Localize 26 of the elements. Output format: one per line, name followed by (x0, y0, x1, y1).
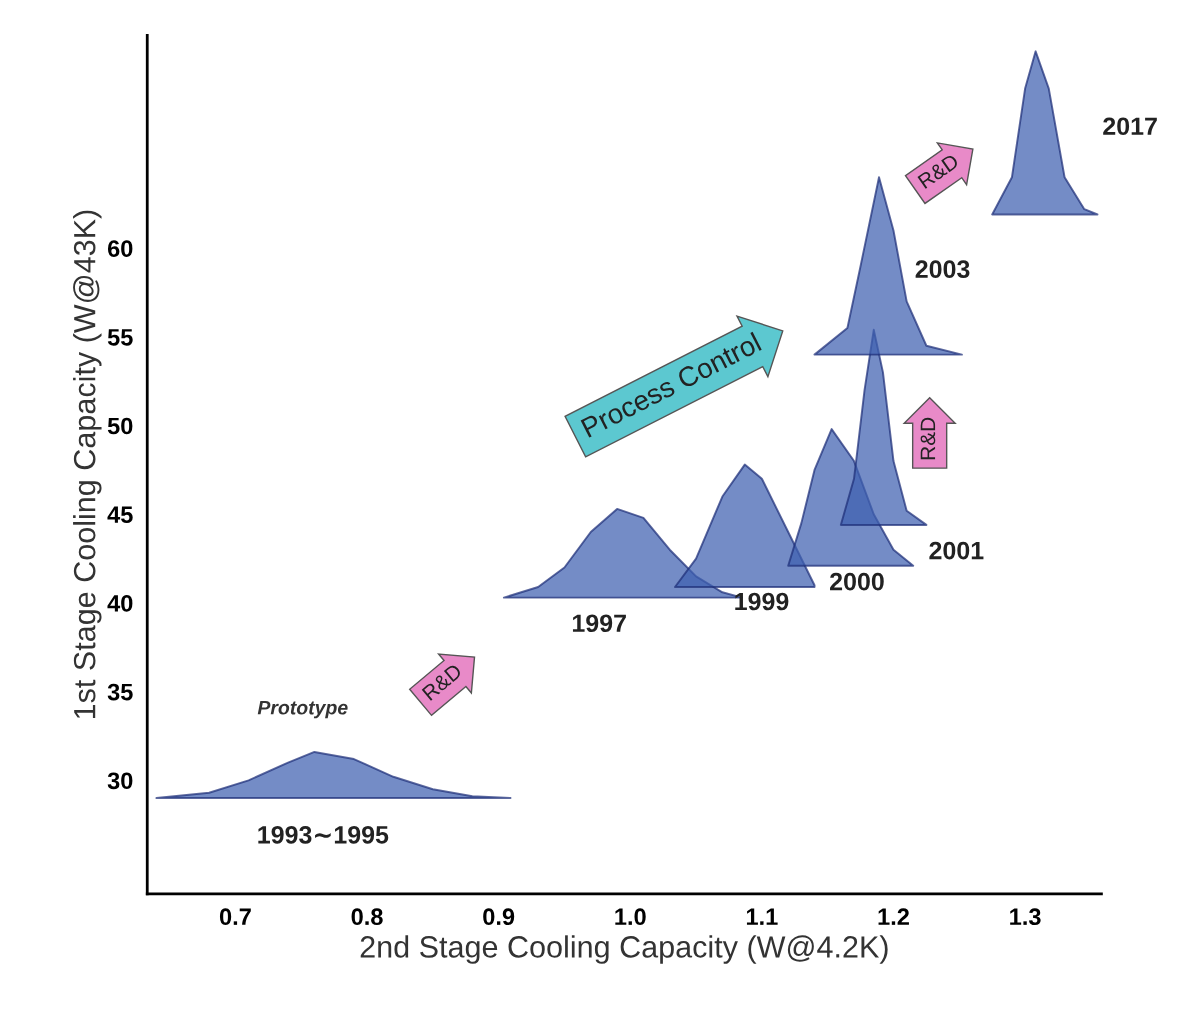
series-label: 1999 (735, 592, 789, 611)
series-label: 1997 (572, 614, 626, 633)
y-axis-title: 1st Stage Cooling Capacity (W@43K) (73, 210, 102, 719)
annotation: R&D (920, 417, 936, 460)
x-tick-label: 0.9 (483, 908, 515, 926)
y-tick-label: 55 (107, 329, 133, 346)
x-tick-label: 1.1 (746, 908, 778, 925)
x-axis-title: 2nd Stage Cooling Capacity (W@4.2K) (360, 935, 888, 964)
y-tick-label: 60 (107, 240, 133, 257)
x-tick-label: 0.8 (351, 908, 383, 926)
y-tick-label: 50 (107, 417, 133, 435)
annotation: Prototype (257, 700, 348, 719)
x-tick-label: 1.2 (878, 908, 909, 925)
y-tick-label: 30 (107, 772, 133, 790)
x-tick-label: 1.0 (615, 908, 646, 926)
series-label: 2003 (915, 260, 970, 279)
y-tick-label: 40 (107, 595, 133, 612)
y-tick-label: 35 (107, 683, 133, 701)
series-label: 2017 (1103, 117, 1157, 136)
series-label: 1993∼1995 (258, 825, 389, 844)
annotation: R&D (917, 153, 960, 189)
y-tick-label: 45 (107, 506, 133, 524)
x-tick-label: 0.7 (219, 908, 251, 926)
series-label: 2001 (929, 541, 984, 560)
x-tick-label: 1.3 (1010, 908, 1041, 926)
series-label: 2000 (830, 572, 884, 591)
